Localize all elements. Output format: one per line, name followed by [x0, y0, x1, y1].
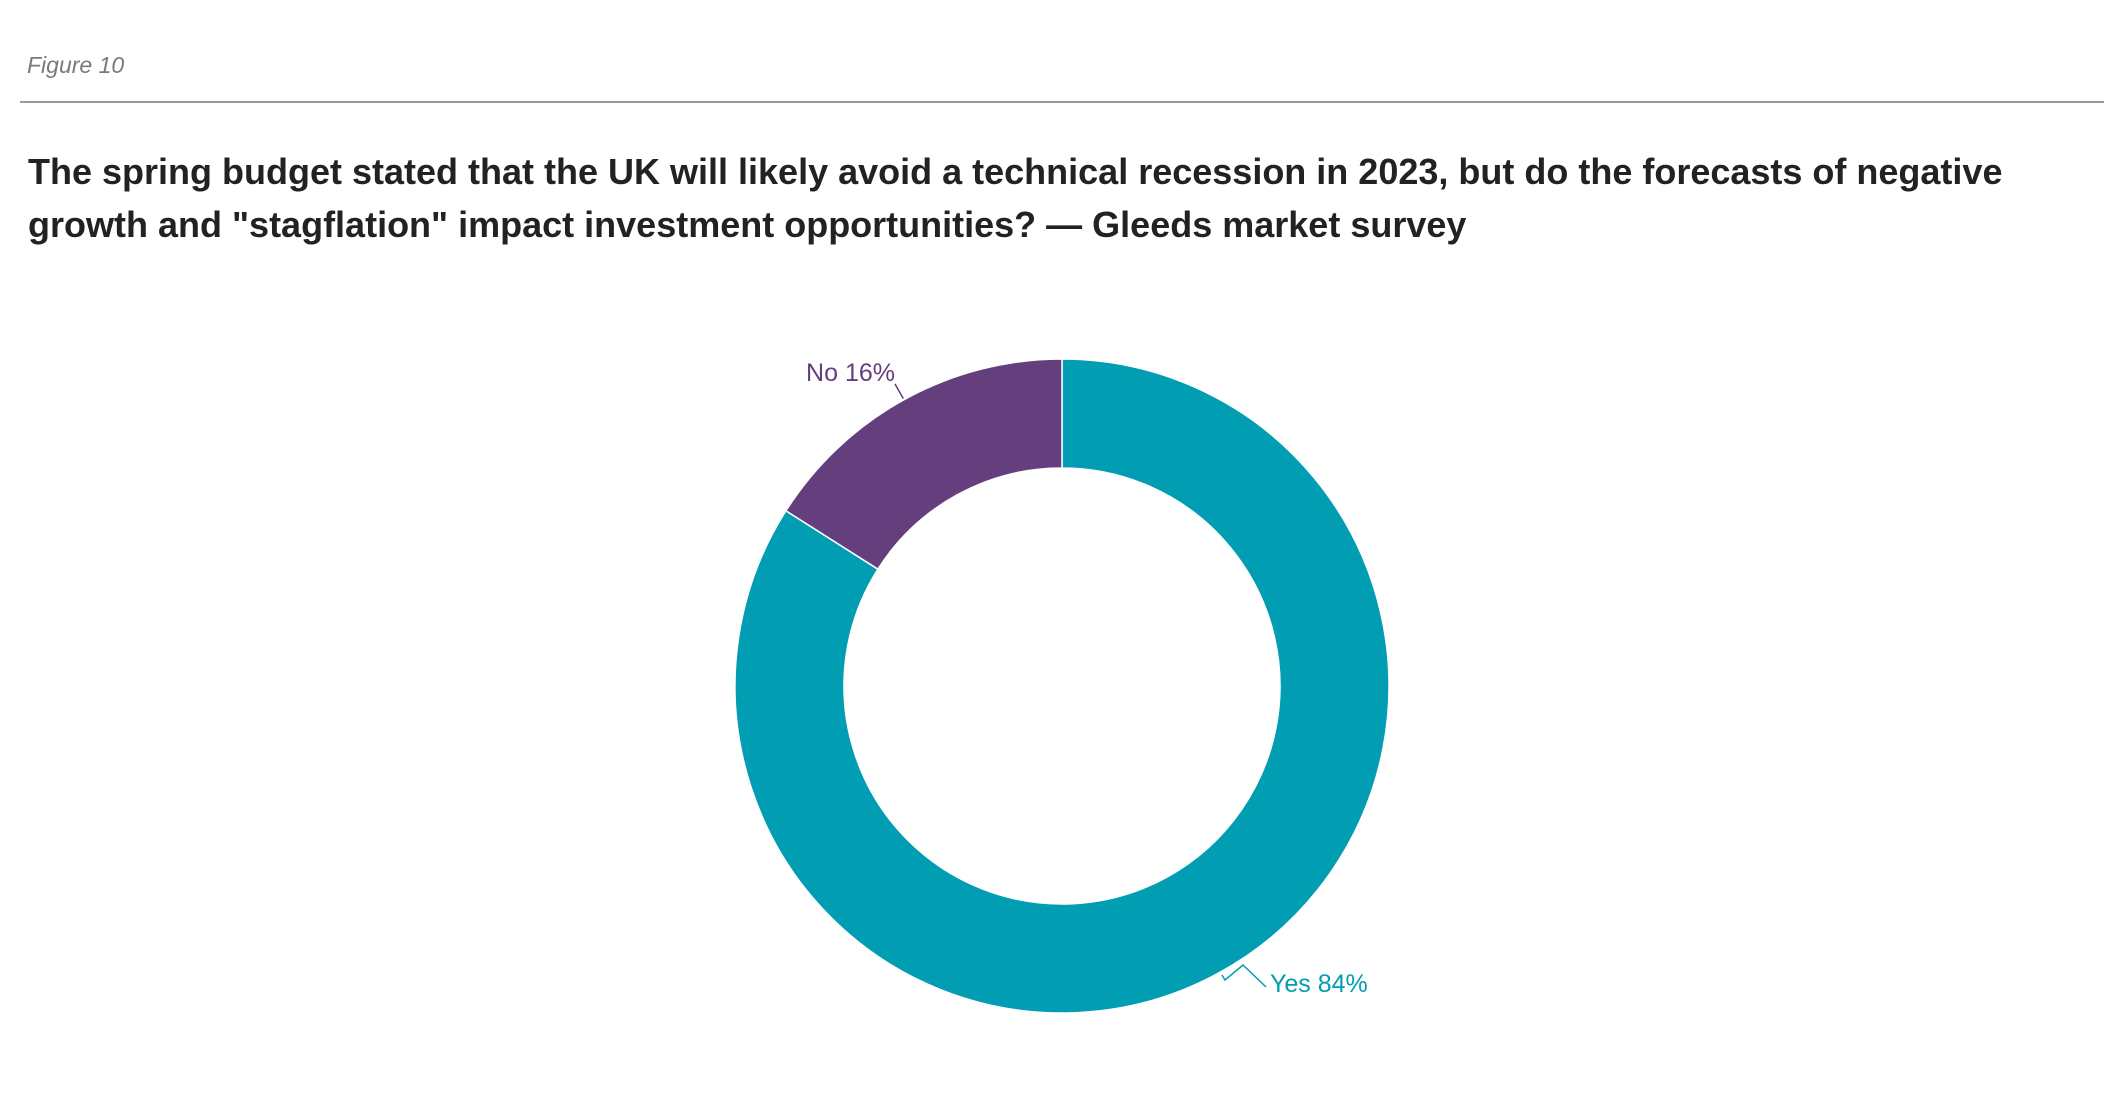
slice-no: [784, 358, 1063, 571]
leader-line-yes: [1221, 963, 1267, 988]
data-label-no: No 16%: [806, 359, 895, 387]
slice-yes: [734, 358, 1390, 1014]
data-label-yes: Yes 84%: [1270, 970, 1368, 998]
header-divider: [20, 101, 2104, 103]
chart-title: The spring budget stated that the UK wil…: [28, 151, 2003, 245]
figure-label: Figure 10: [27, 52, 125, 78]
slice-labels: Yes 84% No 16%: [806, 359, 1368, 998]
leader-line-no: [894, 383, 904, 400]
donut-slices: [734, 358, 1390, 1014]
